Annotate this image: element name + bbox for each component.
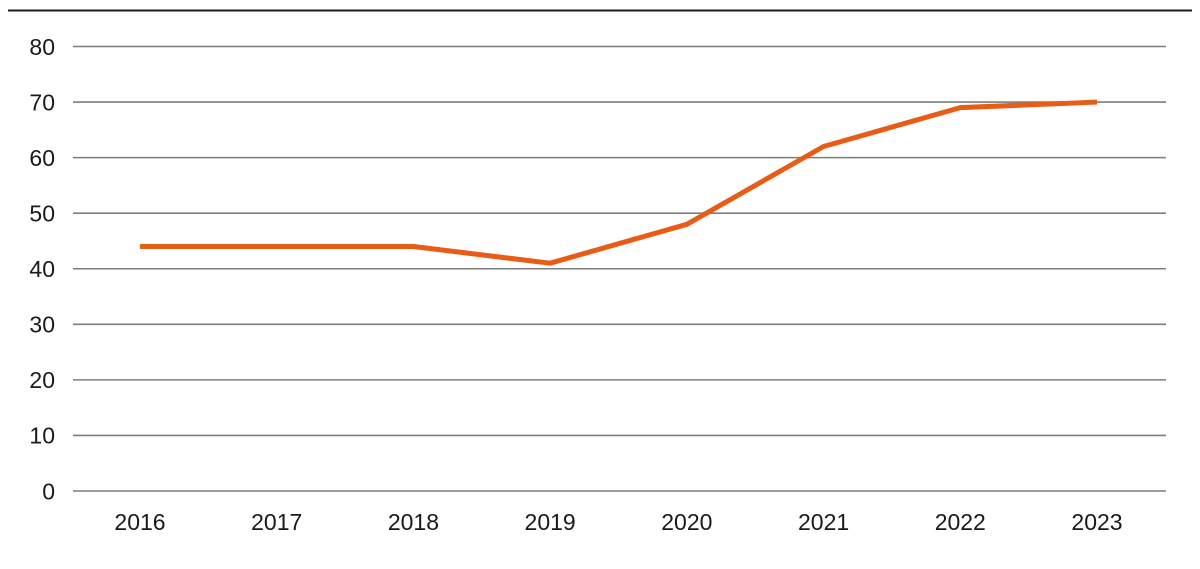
- data-line-series: [140, 99, 1098, 266]
- y-axis-tick-label: 50: [29, 200, 55, 226]
- y-axis-tick-label: 60: [29, 145, 55, 171]
- y-axis-tick-label: 30: [29, 312, 55, 338]
- x-axis-tick-label: 2019: [525, 509, 576, 535]
- y-axis-tick-label: 70: [29, 89, 55, 115]
- x-axis-tick-label: 2020: [661, 509, 712, 535]
- y-axis-tick-label: 40: [29, 256, 55, 282]
- y-axis-tick-label: 0: [42, 478, 55, 504]
- x-axis-tick-label: 2018: [388, 509, 439, 535]
- x-axis-tick-label: 2021: [798, 509, 849, 535]
- y-axis-tick-label: 20: [29, 367, 55, 393]
- y-axis-tick-label: 10: [29, 423, 55, 449]
- x-axis-tick-label: 2022: [935, 509, 986, 535]
- x-axis-tick-label: 2016: [114, 509, 165, 535]
- x-axis-tick-label: 2023: [1071, 509, 1122, 535]
- x-axis-tick-label: 2017: [251, 509, 302, 535]
- y-axis-tick-label: 80: [29, 34, 55, 60]
